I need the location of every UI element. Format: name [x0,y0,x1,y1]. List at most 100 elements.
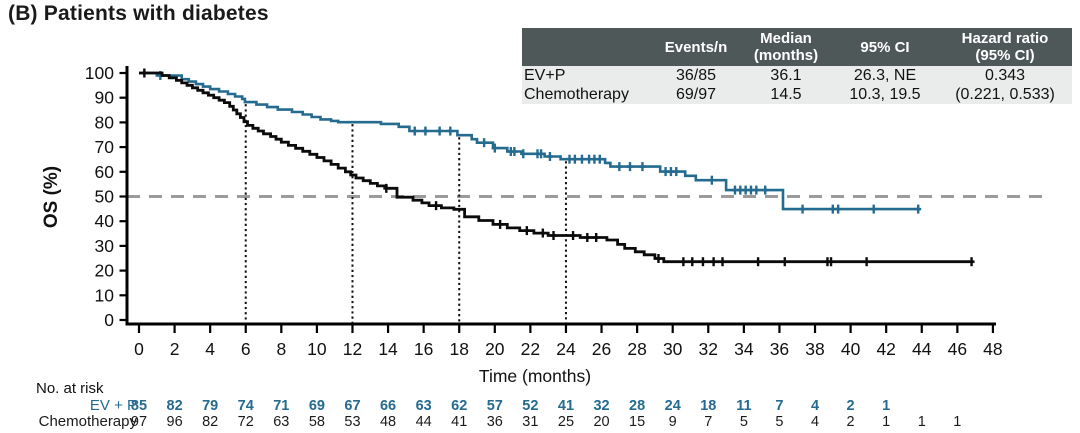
stats-row-chemo-events: 69/97 [652,85,740,104]
risk-count: 2 [847,398,855,414]
risk-count: 97 [131,414,147,430]
x-tick-label: 6 [241,339,251,359]
risk-count: 41 [451,414,467,430]
x-tick-label: 2 [170,339,180,359]
stats-header-median: Median (months) [740,28,832,66]
risk-count: 82 [167,398,183,414]
stats-header-ci: 95% CI [832,28,938,66]
x-tick-label: 48 [983,339,1002,359]
y-tick-label: 20 [95,261,115,281]
y-tick-label: 70 [95,137,115,157]
risk-count: 82 [202,414,218,430]
stats-row-chemo-name: Chemotherapy [522,85,652,104]
x-tick-label: 24 [556,339,576,359]
x-tick-label: 0 [134,339,144,359]
y-tick-label: 80 [95,112,115,132]
risk-count: 4 [811,398,819,414]
risk-count: 1 [953,414,961,430]
x-tick-label: 32 [699,339,718,359]
risk-count: 67 [344,398,360,414]
risk-count: 69 [309,398,325,414]
risk-count: 57 [487,398,503,414]
x-tick-label: 28 [627,339,646,359]
risk-count: 63 [273,414,289,430]
risk-count: 62 [451,398,467,414]
risk-row-label-evp: EV + P [90,397,137,414]
x-tick-label: 34 [734,339,754,359]
x-tick-label: 20 [485,339,505,359]
risk-count: 71 [273,398,289,414]
risk-count: 5 [775,414,783,430]
risk-table-label: No. at risk [36,380,104,397]
x-tick-label: 18 [449,339,468,359]
risk-count: 20 [593,414,609,430]
stats-header-events: Events/n [652,28,740,66]
stats-row-chemo-median: 14.5 [740,85,832,104]
stats-row-evp-median: 36.1 [740,66,832,85]
risk-count: 72 [238,414,254,430]
y-tick-label: 0 [104,310,114,330]
risk-count: 74 [238,398,254,414]
y-tick-label: 10 [95,285,115,305]
risk-count: 31 [522,414,538,430]
y-tick-label: 90 [95,88,115,108]
risk-count: 1 [918,414,926,430]
x-axis-title: Time (months) [479,366,591,386]
x-tick-label: 12 [343,339,362,359]
stats-header-hr: Hazard ratio (95% CI) [938,28,1072,66]
risk-count: 52 [522,398,538,414]
risk-count: 58 [309,414,325,430]
stats-row-chemo-hr: (0.221, 0.533) [938,85,1072,104]
x-tick-label: 44 [912,339,932,359]
stats-row-evp-events: 36/85 [652,66,740,85]
stats-row-evp-hr: 0.343 [938,66,1072,85]
risk-count: 36 [487,414,503,430]
y-tick-label: 60 [95,162,115,182]
x-tick-label: 14 [378,339,398,359]
risk-count: 28 [629,398,645,414]
figure-title: (B) Patients with diabetes [8,2,269,25]
risk-count: 53 [344,414,360,430]
stats-row-evp-ci: 26.3, NE [832,66,938,85]
risk-count: 63 [416,398,432,414]
y-tick-label: 50 [95,187,115,207]
x-tick-label: 10 [307,339,327,359]
risk-count: 4 [811,414,819,430]
x-tick-label: 8 [276,339,286,359]
x-tick-label: 42 [876,339,895,359]
risk-count: 85 [131,398,147,414]
y-tick-label: 30 [95,236,115,256]
stats-row-evp-name: EV+P [522,66,652,85]
stats-table: Events/n Median (months) 95% CI Hazard r… [522,28,1072,104]
risk-count: 24 [665,398,681,414]
x-tick-label: 38 [805,339,824,359]
x-tick-label: 40 [841,339,861,359]
risk-count: 7 [775,398,783,414]
risk-count: 15 [629,414,645,430]
risk-count: 1 [882,414,890,430]
y-tick-label: 100 [85,63,114,83]
x-tick-label: 22 [521,339,540,359]
risk-row-label-chemo: Chemotherapy [39,413,138,430]
risk-count: 1 [882,398,890,414]
km-curve-chemotherapy [139,71,974,264]
y-axis-title: OS (%) [41,166,62,228]
x-tick-label: 46 [948,339,967,359]
risk-count: 32 [593,398,609,414]
risk-count: 2 [847,414,855,430]
stats-header-group [522,28,652,66]
x-tick-label: 36 [770,339,789,359]
km-curve-ev-p [139,71,920,211]
risk-count: 96 [167,414,183,430]
x-tick-label: 16 [414,339,433,359]
risk-count: 11 [736,398,751,414]
x-tick-label: 26 [592,339,611,359]
risk-count: 9 [669,414,677,430]
y-tick-label: 40 [95,211,115,231]
x-tick-label: 4 [205,339,215,359]
risk-count: 79 [202,398,218,414]
risk-count: 41 [558,398,574,414]
risk-count: 5 [740,414,748,430]
